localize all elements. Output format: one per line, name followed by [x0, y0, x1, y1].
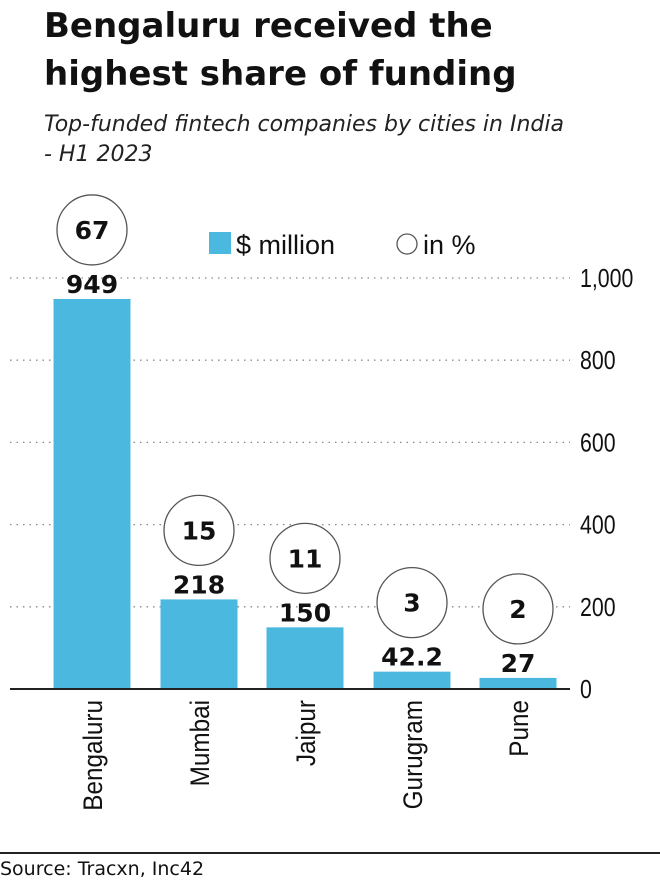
bar-value-label: 150	[279, 598, 331, 627]
x-category-label: Mumbai	[186, 700, 215, 786]
source-divider	[0, 852, 660, 854]
bar-value-label: 949	[66, 270, 118, 299]
share-percent-label: 3	[403, 589, 420, 618]
legend-label-million: $ million	[236, 230, 335, 260]
share-percent-label: 67	[75, 216, 110, 245]
chart-subtitle: Top-funded fintech companies by cities i…	[44, 112, 564, 167]
legend-swatch-million	[209, 232, 231, 254]
y-tick-label: 200	[580, 593, 616, 623]
share-circle	[482, 573, 554, 645]
share-circle	[163, 494, 235, 567]
bar	[373, 671, 451, 689]
y-tick-label: 800	[580, 346, 616, 376]
bar-chart: 0 200 400 600 800 1,000 949 67 Bengaluru 218 15 Mum…	[10, 194, 633, 811]
bar-value-label: 218	[173, 570, 225, 599]
bar-value-label: 42.2	[381, 643, 443, 672]
bar	[160, 599, 238, 689]
share-percent-label: 15	[182, 516, 217, 545]
y-tick-label: 0	[580, 675, 592, 705]
share-circle	[376, 567, 448, 639]
share-percent-label: 2	[509, 595, 526, 624]
x-category-label: Bengaluru	[79, 700, 108, 811]
bar	[266, 627, 344, 689]
x-category-label: Pune	[505, 700, 534, 757]
y-tick-label: 1,000	[580, 264, 633, 294]
share-circle	[56, 194, 128, 266]
y-tick-label: 400	[580, 511, 616, 541]
bar	[479, 677, 557, 689]
bar	[53, 298, 131, 689]
x-category-label: Jaipur	[292, 700, 321, 767]
legend-swatch-percent	[396, 233, 418, 255]
share-circle	[269, 522, 341, 594]
chart-title: Bengaluru received the highest share of …	[44, 6, 517, 94]
legend-label-percent: in %	[423, 230, 476, 260]
x-category-label: Gurugram	[399, 700, 428, 809]
bar-value-label: 27	[501, 649, 536, 678]
share-percent-label: 11	[288, 544, 323, 573]
y-tick-label: 600	[580, 428, 616, 458]
source-note: Source: Tracxn, Inc42	[0, 858, 205, 880]
